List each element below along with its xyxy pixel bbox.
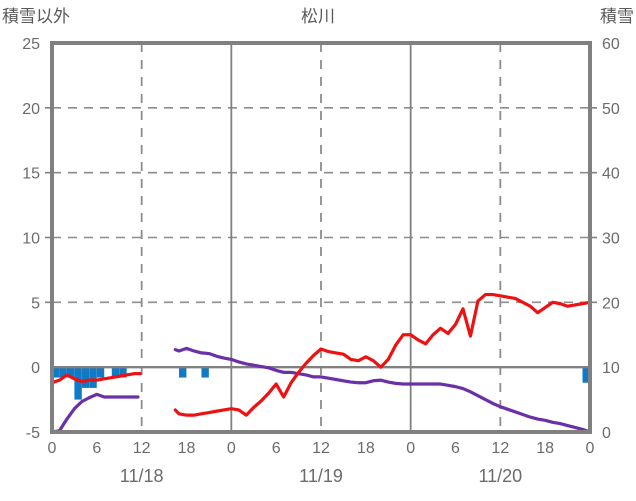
y-axis-tick-label-left: 20 (22, 101, 40, 118)
x-axis-date-label: 11/19 (299, 466, 343, 486)
y-axis-tick-label-right: 50 (602, 101, 620, 118)
x-axis-tick-label: 0 (406, 440, 415, 457)
snow-depth-line (173, 346, 592, 434)
temperature-line (50, 372, 142, 385)
page-title: 松川 (301, 7, 335, 26)
precipitation-bar (111, 367, 120, 378)
precipitation-bar (89, 367, 97, 388)
precipitation-bar (119, 367, 127, 378)
precipitation-bar (96, 367, 105, 378)
y-axis-tick-label-right: 60 (602, 36, 620, 53)
precipitation-bar (52, 367, 60, 378)
y-axis-tick-label-left: -5 (26, 425, 40, 442)
x-axis-tick-label: 0 (48, 440, 57, 457)
series-layer (50, 292, 592, 434)
y-axis-tick-label-left: 15 (22, 166, 40, 183)
left-axis-caption: 積雪以外 (2, 7, 70, 26)
y-axis-tick-label-left: 0 (31, 360, 40, 377)
x-axis-tick-label: 6 (92, 440, 101, 457)
x-axis-date-label: 11/20 (478, 466, 522, 486)
x-axis-tick-label: 6 (451, 440, 460, 457)
snow-depth-line (50, 392, 140, 434)
temperature-line (173, 292, 592, 417)
y-axis-tick-label-left: 25 (22, 36, 40, 53)
y-axis-tick-label-right: 0 (602, 425, 611, 442)
y-axis-tick-label-left: 10 (22, 231, 40, 248)
x-axis-tick-label: 12 (491, 440, 509, 457)
date-labels-layer: 11/18 11/19 11/20 (120, 466, 522, 486)
y-axis-tick-label-right: 40 (602, 166, 620, 183)
precipitation-bar (74, 367, 82, 400)
x-axis-tick-label: 0 (227, 440, 236, 457)
y-axis-tick-label-right: 20 (602, 295, 620, 312)
precipitation-bar (201, 367, 209, 378)
x-axis-tick-label: 12 (312, 440, 330, 457)
x-axis-tick-label: 18 (178, 440, 196, 457)
precipitation-bar (582, 367, 590, 383)
precipitation-bar (66, 367, 75, 378)
precipitation-bar (59, 367, 67, 378)
x-axis-date-label: 11/18 (120, 466, 164, 486)
y-axis-tick-label-left: 5 (31, 295, 40, 312)
precipitation-bar (179, 367, 187, 378)
y-axis-tick-label-right: 30 (602, 231, 620, 248)
right-axis-caption: 積雪 (600, 7, 634, 26)
x-axis-tick-label: 12 (133, 440, 151, 457)
x-axis-tick-label: 18 (357, 440, 375, 457)
bars-layer (52, 367, 590, 400)
y-axis-tick-label-right: 10 (602, 360, 620, 377)
x-axis-tick-label: 0 (586, 440, 595, 457)
x-axis-tick-label: 18 (536, 440, 554, 457)
x-axis-tick-label: 6 (272, 440, 281, 457)
precipitation-bar (81, 367, 90, 388)
